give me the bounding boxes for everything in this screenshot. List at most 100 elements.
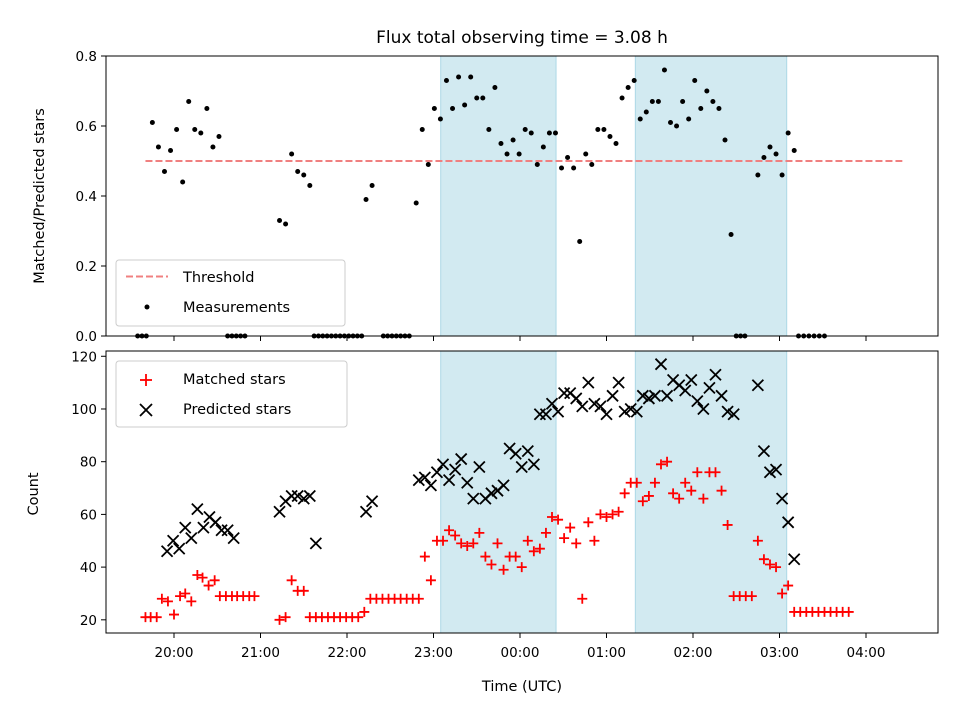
matched-star-point [450, 530, 461, 541]
measurement-point [289, 151, 295, 157]
predicted-star-point [679, 384, 692, 397]
predicted-star-point [594, 400, 607, 413]
predicted-star-point [497, 479, 510, 492]
matched-star-point [637, 496, 648, 507]
measurement-point [522, 127, 528, 132]
predicted-star-point [709, 368, 722, 381]
predicted-star-point [703, 381, 716, 395]
x-tick-label: 21:00 [241, 645, 280, 661]
measurement-point [174, 127, 180, 132]
measurement-point [450, 106, 456, 111]
measurement-point [369, 183, 375, 188]
predicted-star-point [473, 460, 486, 474]
measurement-point [791, 148, 797, 153]
predicted-star-points [160, 358, 801, 566]
matched-star-point [413, 593, 424, 604]
measurement-point [186, 99, 192, 104]
predicted-star-point [467, 492, 480, 505]
matched-star-point [186, 596, 197, 607]
matched-star-point [498, 564, 509, 575]
measurement-point [649, 99, 655, 104]
x-tick-label: 00:00 [501, 645, 540, 661]
measurement-point [155, 144, 161, 150]
matched-star-point [528, 546, 539, 557]
matched-star-point [662, 456, 673, 467]
predicted-star-point [624, 402, 637, 416]
measurement-point [534, 162, 540, 167]
measurements-legend-swatch [144, 304, 150, 310]
top-legend: Threshold Measurements [115, 259, 346, 327]
predicted-star-point [197, 521, 210, 534]
predicted-star-point [527, 458, 540, 471]
measurement-point [363, 197, 369, 202]
predicted-star-point [209, 516, 222, 529]
predicted-star-point [221, 524, 234, 537]
measurement-point [785, 130, 791, 136]
predicted-legend-label: Predicted stars [183, 402, 291, 418]
matched-star-point [783, 580, 794, 591]
measurement-point [722, 137, 728, 143]
predicted-star-point [179, 521, 192, 534]
measurement-point [680, 99, 686, 104]
matched-star-point [631, 477, 642, 488]
measurement-point [655, 99, 661, 104]
measurement-point [474, 95, 480, 101]
matched-star-point [197, 572, 208, 583]
predicted-star-point [160, 545, 174, 558]
bottom-y-axis-label: Count [26, 472, 42, 515]
bottom-y-ticks: 20 40 60 80 100 120 [71, 349, 106, 629]
matched-star-point [419, 551, 430, 562]
matched-star-point [192, 570, 203, 581]
matched-star-point [474, 527, 485, 538]
measurement-point [540, 144, 546, 150]
predicted-star-point [642, 392, 656, 405]
measurement-point [728, 232, 734, 237]
predicted-star-point [424, 479, 438, 492]
measurement-point [761, 155, 767, 160]
predicted-star-point [588, 397, 601, 410]
predicted-star-point [539, 408, 553, 421]
matched-star-point [151, 612, 162, 623]
predicted-star-point [600, 408, 613, 421]
x-tick-label: 20:00 [155, 645, 194, 661]
x-tick-label: 22:00 [328, 645, 367, 661]
predicted-star-point [769, 463, 783, 476]
predicted-star-point [685, 373, 698, 387]
predicted-star-point [551, 405, 565, 418]
predicted-star-point [782, 516, 795, 529]
matched-legend-swatch [140, 374, 152, 386]
predicted-star-point [721, 405, 734, 418]
matched-star-point [480, 551, 491, 562]
matched-star-point [613, 506, 624, 517]
measurement-point [631, 78, 637, 83]
bottom-y-tick-label: 100 [71, 402, 97, 418]
measurement-point [149, 120, 155, 125]
measurement-point [643, 109, 649, 115]
predicted-star-point [166, 534, 180, 547]
measurement-point [674, 123, 680, 129]
predicted-star-point [775, 492, 789, 505]
measurement-point [589, 162, 595, 167]
measurement-point [595, 127, 601, 132]
predicted-star-point [691, 394, 704, 408]
measurement-point [613, 141, 619, 146]
measurement-point [510, 137, 516, 143]
predicted-star-point [215, 524, 228, 537]
matched-star-point [468, 538, 479, 549]
measurement-point [552, 130, 558, 136]
predicted-star-point [654, 358, 668, 371]
measurement-point [710, 99, 716, 104]
predicted-star-point [515, 460, 528, 474]
bottom-axes-frame [105, 350, 939, 634]
matched-star-point [583, 517, 594, 528]
predicted-star-point [788, 553, 801, 566]
measurement-point [198, 130, 204, 136]
measurement-point [431, 106, 437, 111]
predicted-star-point [606, 389, 619, 402]
predicted-star-point [727, 408, 740, 421]
matched-star-point [203, 580, 214, 591]
matched-star-point [180, 588, 191, 599]
measurement-point [161, 169, 167, 174]
bottom-legend-box [115, 360, 348, 428]
chart-title: Flux total observing time = 3.08 h [376, 28, 668, 48]
